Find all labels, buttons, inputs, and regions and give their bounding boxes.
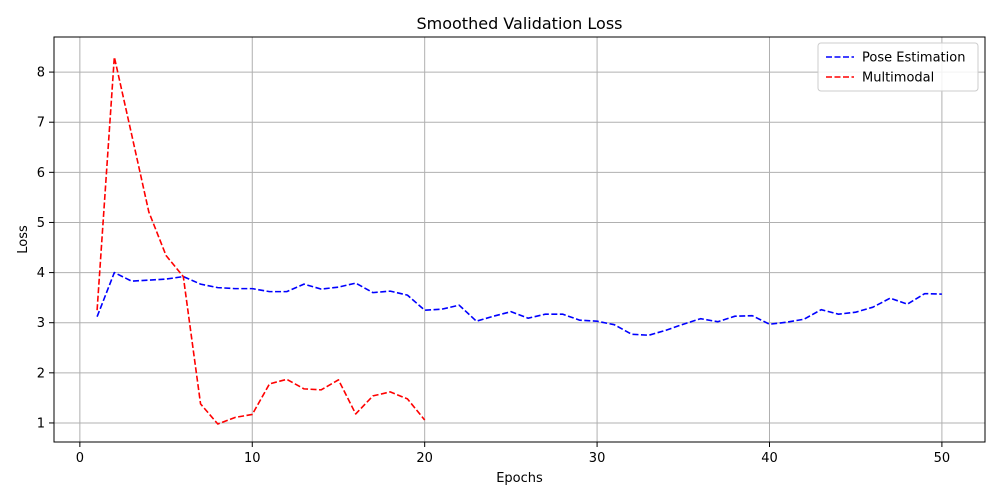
legend-box [817,42,979,92]
series-line-multimodal [96,56,426,425]
x-tick-label: 30 [589,451,606,466]
y-tick-label: 5 [37,216,45,231]
chart-title: Smoothed Validation Loss [416,14,622,33]
y-axis-label: Loss [16,225,31,254]
y-tick-label: 6 [37,166,45,181]
y-tick-label: 8 [37,66,45,81]
legend-label: Multimodal [862,71,934,86]
x-axis-label: Epochs [496,471,543,486]
x-tick-label: 10 [244,451,261,466]
plot-frame [53,36,986,443]
y-tick-label: 7 [37,116,45,131]
y-tick-label: 1 [37,416,45,431]
grid [54,37,985,442]
legend-label: Pose Estimation [862,51,965,66]
x-tick-label: 0 [76,451,84,466]
series-layer [96,56,942,425]
x-tick-label: 40 [761,451,778,466]
y-tick-label: 4 [37,266,45,281]
ticks: 0 10 20 30 40 50 1 2 3 4 5 6 7 8 [37,66,950,466]
x-tick-label: 20 [416,451,433,466]
x-tick-label: 50 [934,451,951,466]
legend: Pose Estimation Multimodal [817,42,979,92]
y-tick-label: 2 [37,366,45,381]
y-tick-label: 3 [37,316,45,331]
series-line-pose-estimation [96,271,942,337]
